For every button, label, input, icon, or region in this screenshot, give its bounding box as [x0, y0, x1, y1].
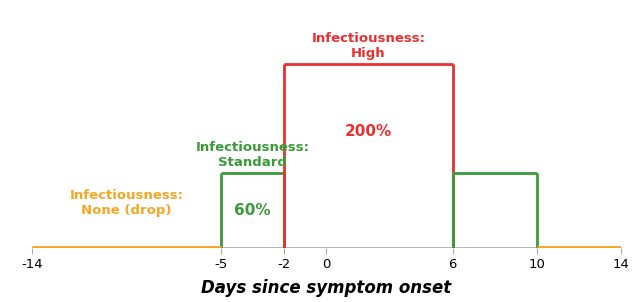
- X-axis label: Days since symptom onset: Days since symptom onset: [201, 279, 452, 297]
- Text: Infectiousness:
High: Infectiousness: High: [312, 32, 426, 60]
- Text: Infectiousness:
None (drop): Infectiousness: None (drop): [70, 189, 184, 217]
- Text: 200%: 200%: [345, 124, 392, 139]
- Text: Infectiousness:
Standard: Infectiousness: Standard: [196, 141, 310, 169]
- Text: 60%: 60%: [234, 203, 271, 218]
